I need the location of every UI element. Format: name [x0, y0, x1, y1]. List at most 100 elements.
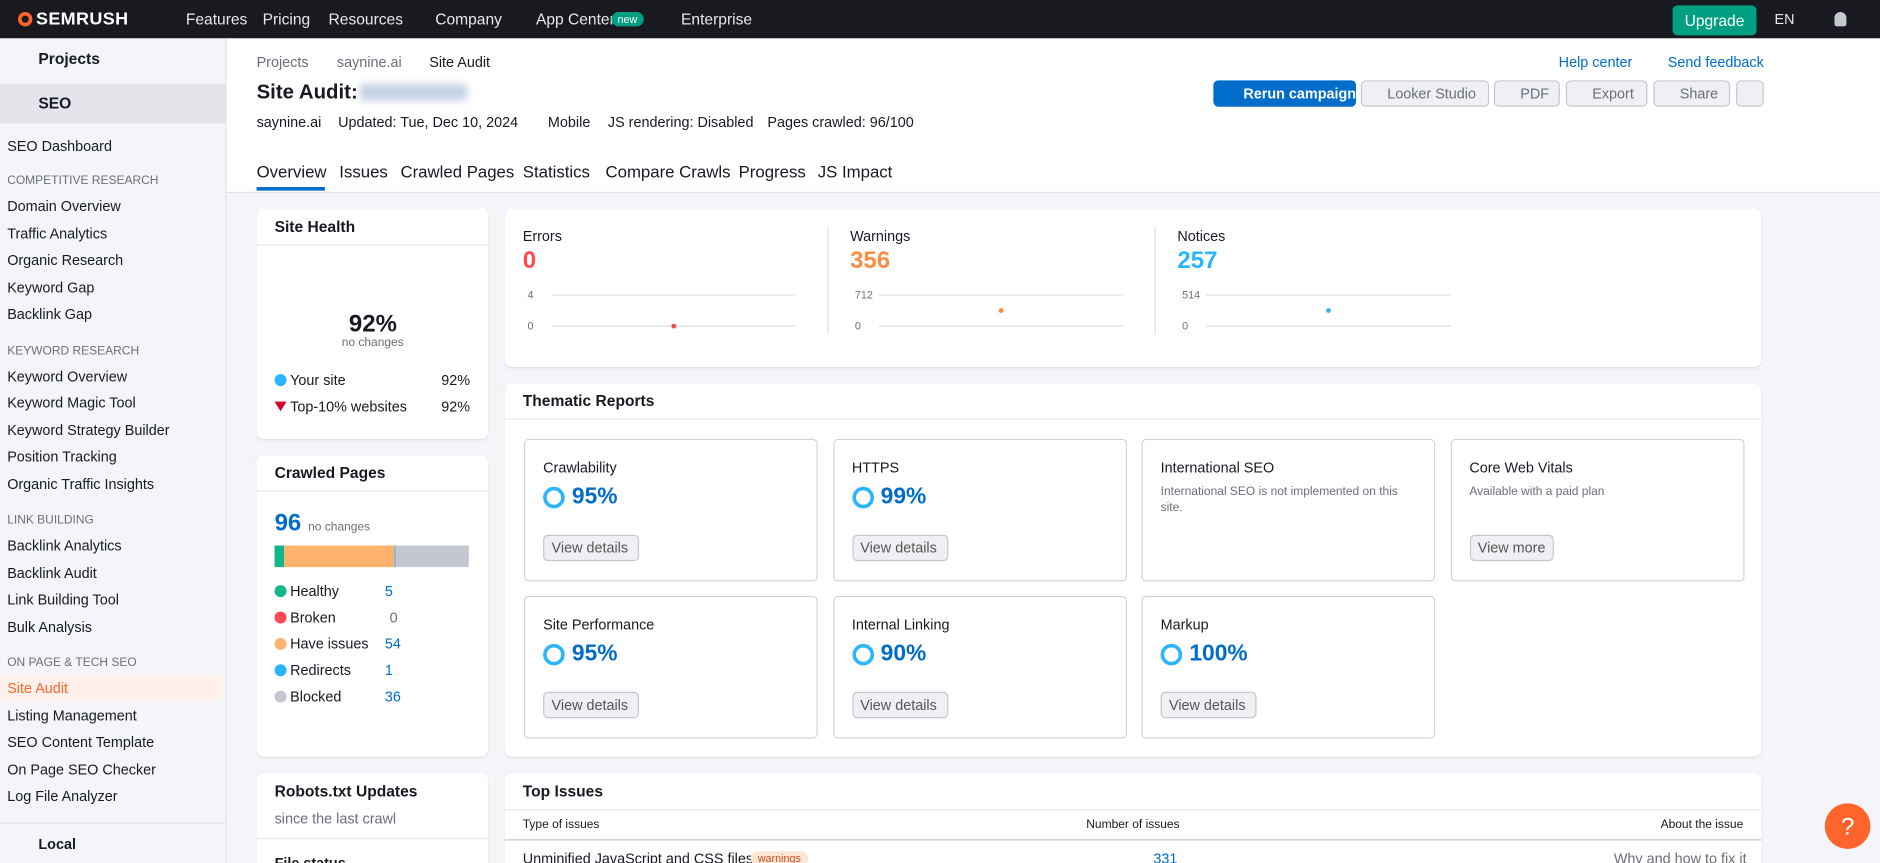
legend-count[interactable]: 5	[384, 582, 393, 600]
report-button[interactable]	[543, 691, 640, 719]
legend-label: Healthy	[290, 582, 339, 600]
feedback-link[interactable]: Send feedback	[1667, 53, 1764, 71]
crawled-bar-segment	[284, 545, 394, 568]
nav-item[interactable]: App Center	[535, 10, 615, 29]
tab[interactable]: Progress	[738, 161, 806, 182]
report-button-label[interactable]: View details	[860, 539, 937, 557]
nav-item[interactable]: Enterprise	[681, 10, 753, 29]
issue-link[interactable]: Why and how to fix it	[1613, 850, 1747, 863]
summary-label: Warnings	[850, 227, 911, 245]
summary-value[interactable]: 0	[522, 247, 537, 274]
site-health-card	[256, 208, 488, 439]
report-button-label[interactable]: View more	[1477, 539, 1546, 557]
report-button-label[interactable]: View details	[860, 696, 937, 714]
report-button[interactable]	[1469, 534, 1554, 562]
sidebar-local[interactable]: Local	[38, 835, 76, 853]
sidebar-item[interactable]: Backlink Gap	[7, 305, 92, 323]
sidebar-item[interactable]: On Page SEO Checker	[7, 760, 156, 778]
tab[interactable]: Compare Crawls	[605, 161, 731, 182]
user-icon[interactable]	[1834, 11, 1847, 27]
divider	[256, 244, 488, 246]
nav-item[interactable]: Pricing	[262, 10, 311, 29]
header-button-label[interactable]: Share	[1679, 85, 1719, 102]
report-score[interactable]: 95%	[571, 484, 618, 510]
summary-value[interactable]: 257	[1177, 247, 1218, 274]
nav-item[interactable]: Resources	[328, 10, 404, 29]
tab[interactable]: Crawled Pages	[400, 161, 515, 182]
logo[interactable]: SEMRUSH	[35, 8, 129, 30]
sidebar-item[interactable]: Link Building Tool	[7, 591, 119, 608]
legend-count[interactable]: 1	[384, 661, 393, 679]
issue-count[interactable]: 331	[1153, 850, 1178, 863]
legend-count[interactable]: 54	[384, 635, 401, 653]
report-button[interactable]	[1160, 691, 1257, 719]
header-button-label[interactable]: PDF	[1520, 85, 1550, 102]
sidebar-item[interactable]: SEO Dashboard	[7, 137, 112, 155]
sidebar-item[interactable]: Position Tracking	[7, 448, 117, 466]
tab[interactable]: Overview	[256, 161, 327, 182]
legend-count[interactable]: 36	[384, 688, 401, 706]
tab[interactable]: JS Impact	[817, 161, 893, 182]
header-button-label[interactable]: Export	[1592, 85, 1634, 102]
language[interactable]: EN	[1774, 10, 1795, 28]
sidebar-item[interactable]: Organic Research	[7, 251, 124, 269]
card-title: Crawled Pages	[274, 463, 386, 482]
help-button[interactable]: ?	[1822, 801, 1872, 851]
column-header: Number of issues	[1086, 818, 1180, 832]
sidebar-item[interactable]: Keyword Strategy Builder	[7, 421, 170, 439]
report-button-label[interactable]: View details	[551, 539, 629, 557]
report-score[interactable]: 95%	[571, 641, 618, 667]
report-score[interactable]: 99%	[880, 484, 927, 510]
meta-item: Mobile	[547, 113, 591, 131]
header-button-label[interactable]: Looker Studio	[1387, 85, 1477, 102]
report-score[interactable]: 100%	[1189, 641, 1248, 667]
sidebar-item[interactable]: Backlink Analytics	[7, 537, 122, 554]
sidebar-item[interactable]: Bulk Analysis	[7, 618, 92, 635]
tab[interactable]: Statistics	[522, 161, 590, 182]
sidebar-item[interactable]: Keyword Gap	[7, 278, 95, 296]
report-button[interactable]	[851, 534, 948, 562]
header-button[interactable]	[1565, 80, 1648, 107]
sidebar-item[interactable]: Backlink Audit	[7, 564, 97, 581]
logo-mark[interactable]	[17, 11, 33, 27]
issue-name[interactable]: Unminified JavaScript and CSS files	[522, 850, 754, 863]
top-issues-card	[504, 773, 1762, 863]
header-button[interactable]	[1213, 80, 1357, 107]
breadcrumb[interactable]: Projects	[256, 53, 309, 71]
sidebar-item[interactable]: Traffic Analytics	[7, 224, 108, 242]
sidebar-seo[interactable]: SEO	[38, 94, 72, 113]
crawled-bar-segment	[393, 545, 396, 568]
report-button-label[interactable]: View details	[1169, 696, 1246, 714]
nav-item[interactable]: Features	[185, 10, 248, 29]
sidebar-item[interactable]: Organic Traffic Insights	[7, 475, 155, 493]
help-link[interactable]: Help center	[1558, 53, 1633, 71]
header-button[interactable]	[1493, 80, 1560, 107]
sidebar-item[interactable]: Listing Management	[7, 706, 137, 724]
report-button[interactable]	[851, 691, 948, 719]
header-button[interactable]	[1653, 80, 1731, 107]
settings-button[interactable]	[1736, 80, 1764, 107]
sparkline: 40	[528, 290, 797, 333]
nav-item[interactable]: Company	[435, 10, 502, 29]
card-title: Robots.txt Updates	[274, 782, 418, 801]
sidebar-item[interactable]: Log File Analyzer	[7, 787, 118, 805]
report-button[interactable]	[543, 534, 640, 562]
breadcrumb[interactable]: saynine.ai	[336, 53, 402, 71]
sidebar-projects[interactable]: Projects	[38, 49, 100, 68]
sidebar-item[interactable]: SEO Content Template	[7, 733, 155, 751]
report-score[interactable]: 90%	[880, 641, 927, 667]
header-button[interactable]	[1360, 80, 1490, 107]
sidebar-item[interactable]: Keyword Overview	[7, 367, 128, 385]
legend-value: 92%	[441, 371, 471, 389]
tab[interactable]: Issues	[339, 161, 388, 182]
sidebar-item[interactable]: Keyword Magic Tool	[7, 394, 136, 412]
legend-label[interactable]: Top-10% websites	[290, 398, 407, 415]
sidebar-item[interactable]: Domain Overview	[7, 197, 121, 215]
sidebar-item[interactable]: Site Audit	[7, 679, 68, 697]
header-button-label[interactable]: Rerun campaign	[1243, 85, 1357, 102]
summary-value[interactable]: 356	[850, 247, 891, 274]
upgrade-button[interactable]: Upgrade	[1672, 5, 1757, 36]
report-button-label[interactable]: View details	[551, 696, 629, 714]
robots-card	[256, 773, 488, 863]
